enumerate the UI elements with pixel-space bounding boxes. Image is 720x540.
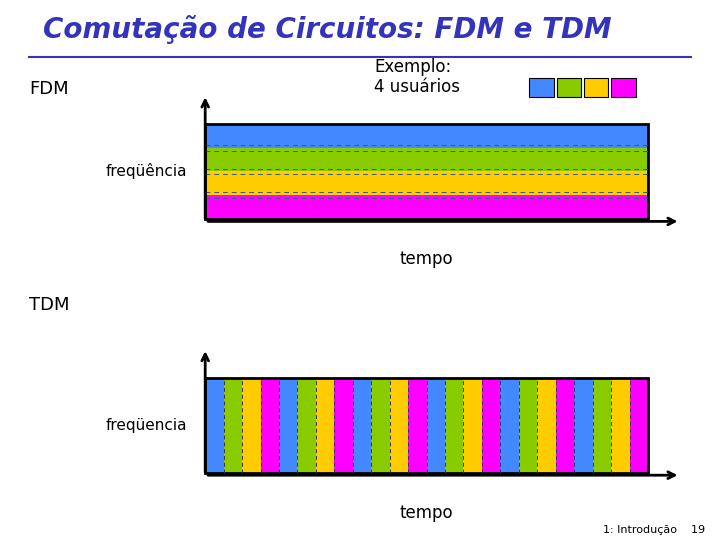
Bar xyxy=(584,78,608,97)
Bar xyxy=(205,124,648,219)
Bar xyxy=(529,78,554,97)
Bar xyxy=(390,378,408,472)
Bar xyxy=(279,378,297,472)
Bar xyxy=(316,378,334,472)
Bar xyxy=(297,378,316,472)
Text: 1: Introdução    19: 1: Introdução 19 xyxy=(603,524,706,535)
Bar xyxy=(575,378,593,472)
Bar xyxy=(464,378,482,472)
Text: Comutação de Circuitos: FDM e TDM: Comutação de Circuitos: FDM e TDM xyxy=(43,15,612,44)
Bar xyxy=(205,378,224,472)
Bar xyxy=(519,378,537,472)
Bar xyxy=(629,378,648,472)
Text: Exemplo:: Exemplo: xyxy=(374,58,451,77)
Bar xyxy=(205,172,648,195)
Text: freqüência: freqüência xyxy=(106,164,187,179)
Bar xyxy=(611,78,636,97)
Text: 4 usuários: 4 usuários xyxy=(374,78,460,97)
Bar xyxy=(445,378,464,472)
Bar xyxy=(593,378,611,472)
Text: tempo: tempo xyxy=(400,504,454,522)
Bar xyxy=(611,378,629,472)
Bar xyxy=(205,148,648,172)
Bar xyxy=(205,378,648,472)
Bar xyxy=(224,378,242,472)
Bar xyxy=(537,378,556,472)
Bar xyxy=(372,378,390,472)
Bar xyxy=(205,124,648,148)
Bar xyxy=(334,378,353,472)
Bar xyxy=(408,378,426,472)
Bar xyxy=(205,195,648,219)
Text: freqüencia: freqüencia xyxy=(106,418,187,433)
Bar xyxy=(242,378,261,472)
Bar xyxy=(556,378,575,472)
Bar xyxy=(353,378,372,472)
Text: tempo: tempo xyxy=(400,250,454,268)
Bar xyxy=(500,378,519,472)
Bar xyxy=(482,378,500,472)
Bar xyxy=(426,378,445,472)
Text: FDM: FDM xyxy=(29,80,68,98)
Text: TDM: TDM xyxy=(29,296,69,314)
Bar xyxy=(557,78,581,97)
Bar xyxy=(261,378,279,472)
